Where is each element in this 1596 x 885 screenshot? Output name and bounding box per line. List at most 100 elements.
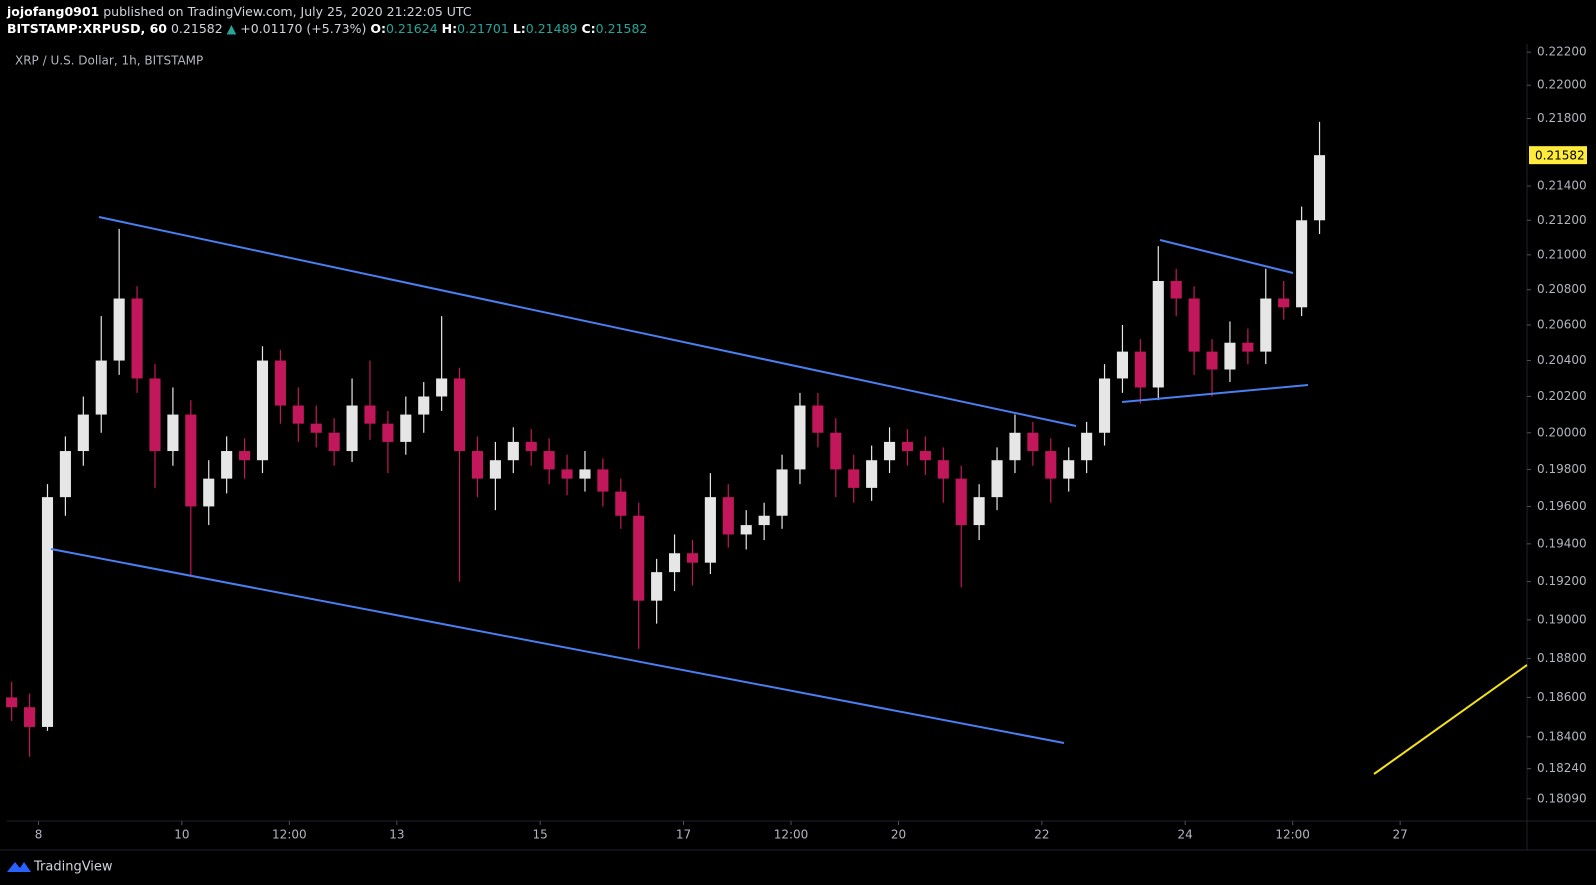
chart-title: XRP / U.S. Dollar, 1h, BITSTAMP xyxy=(15,54,203,68)
ohlc-label: C: xyxy=(581,21,595,36)
candle-body xyxy=(1188,298,1200,352)
ohlc-value: 0.21582 xyxy=(596,21,648,36)
candle-body xyxy=(973,497,985,526)
candle-body xyxy=(328,432,340,452)
candle-body xyxy=(651,572,663,601)
y-tick-label: 0.20000 xyxy=(1537,425,1587,439)
y-tick-label: 0.18400 xyxy=(1537,729,1587,743)
trend-line xyxy=(50,548,1065,744)
candle-body xyxy=(991,460,1003,498)
author: jojofang0901 xyxy=(6,4,99,19)
y-tick-label: 0.21200 xyxy=(1537,213,1587,227)
x-tick-label: 12:00 xyxy=(272,828,307,842)
candle-body xyxy=(543,451,555,470)
candle-body xyxy=(633,515,645,601)
x-tick-label: 13 xyxy=(389,828,404,842)
candle-body xyxy=(1027,432,1039,452)
candle-body xyxy=(1242,342,1254,352)
candle-body xyxy=(740,525,752,535)
candle-body xyxy=(686,553,699,563)
candle-body xyxy=(794,405,806,470)
candle-body xyxy=(722,497,734,535)
price: 0.21582 xyxy=(171,21,223,36)
y-tick-label: 0.21400 xyxy=(1537,179,1587,193)
candle-body xyxy=(203,478,215,507)
candle-body xyxy=(1278,298,1290,308)
candle-body xyxy=(866,460,878,488)
candle-body xyxy=(758,515,770,526)
candle-body xyxy=(400,414,412,442)
candle-body xyxy=(292,405,304,424)
candle-body xyxy=(1098,378,1111,433)
candle-body xyxy=(6,697,18,708)
candle-body xyxy=(955,478,967,526)
x-tick-label: 17 xyxy=(676,828,691,842)
candle-body xyxy=(1152,280,1164,388)
candle-body xyxy=(489,460,501,479)
brand: TradingView xyxy=(7,860,113,875)
candle-body xyxy=(59,451,71,498)
candle-body xyxy=(579,469,591,479)
ohlc-label: O: xyxy=(370,21,386,36)
y-tick-label: 0.18090 xyxy=(1537,791,1587,805)
x-tick-label: 24 xyxy=(1178,828,1193,842)
candle-body xyxy=(901,441,914,452)
candle-body xyxy=(561,469,573,479)
candle-body xyxy=(597,469,609,492)
candle-body xyxy=(1116,351,1129,379)
y-tick-label: 0.21000 xyxy=(1537,247,1587,261)
candle-body xyxy=(1063,460,1075,479)
candle-body xyxy=(1224,342,1236,370)
y-tick-label: 0.18240 xyxy=(1537,761,1587,775)
ohlc-value: 0.21701 xyxy=(457,21,509,36)
candle-body xyxy=(185,414,197,507)
y-tick-label: 0.18800 xyxy=(1537,651,1587,665)
x-tick-label: 8 xyxy=(35,828,43,842)
y-tick-label: 0.18600 xyxy=(1537,690,1587,704)
y-tick-label: 0.19600 xyxy=(1537,499,1587,513)
candle-body xyxy=(95,360,107,415)
y-tick-label: 0.20800 xyxy=(1537,282,1587,296)
x-tick-label: 12:00 xyxy=(1275,828,1310,842)
candle-body xyxy=(77,414,89,452)
ohlc-value: 0.21624 xyxy=(386,21,438,36)
candle-body xyxy=(1206,351,1218,370)
logo xyxy=(7,862,31,872)
candle-body xyxy=(507,441,519,461)
trend-line xyxy=(1159,239,1294,274)
candle-body xyxy=(24,707,36,727)
x-tick-label: 22 xyxy=(1034,828,1049,842)
candle-body xyxy=(615,491,627,516)
candle-body xyxy=(704,497,716,563)
y-tick-label: 0.20200 xyxy=(1537,389,1587,403)
candle-body xyxy=(812,405,824,433)
candle-body xyxy=(364,405,376,424)
candle-body xyxy=(41,497,54,727)
candle-body xyxy=(1170,280,1182,299)
y-tick-label: 0.19000 xyxy=(1537,612,1587,626)
candle-body xyxy=(883,441,896,461)
candle-body xyxy=(346,405,358,452)
candle-body xyxy=(471,451,484,479)
candle-body xyxy=(1296,220,1308,308)
candle-body xyxy=(830,432,842,470)
symbol-line: BITSTAMP:XRPUSD, 60 0.21582 ▲ +0.01170 (… xyxy=(7,21,647,36)
candle-body xyxy=(1081,432,1093,461)
candle-body xyxy=(1260,298,1272,352)
x-tick-label: 27 xyxy=(1393,828,1408,842)
candle-body xyxy=(239,451,251,461)
ohlc-value: 0.21489 xyxy=(526,21,578,36)
candle-body xyxy=(937,460,949,479)
y-tick-label: 0.19200 xyxy=(1537,574,1587,588)
y-tick-label: 0.21800 xyxy=(1537,111,1587,125)
y-tick-label: 0.20400 xyxy=(1537,353,1587,367)
candle-body xyxy=(418,396,430,415)
published: published on TradingView.com, July 25, 2… xyxy=(103,4,472,19)
candle-body xyxy=(1045,451,1057,479)
candle-body xyxy=(1313,155,1326,221)
candles xyxy=(6,121,1326,757)
y-tick-label: 0.22000 xyxy=(1537,78,1587,92)
y-tick-label: 0.19800 xyxy=(1537,462,1587,476)
